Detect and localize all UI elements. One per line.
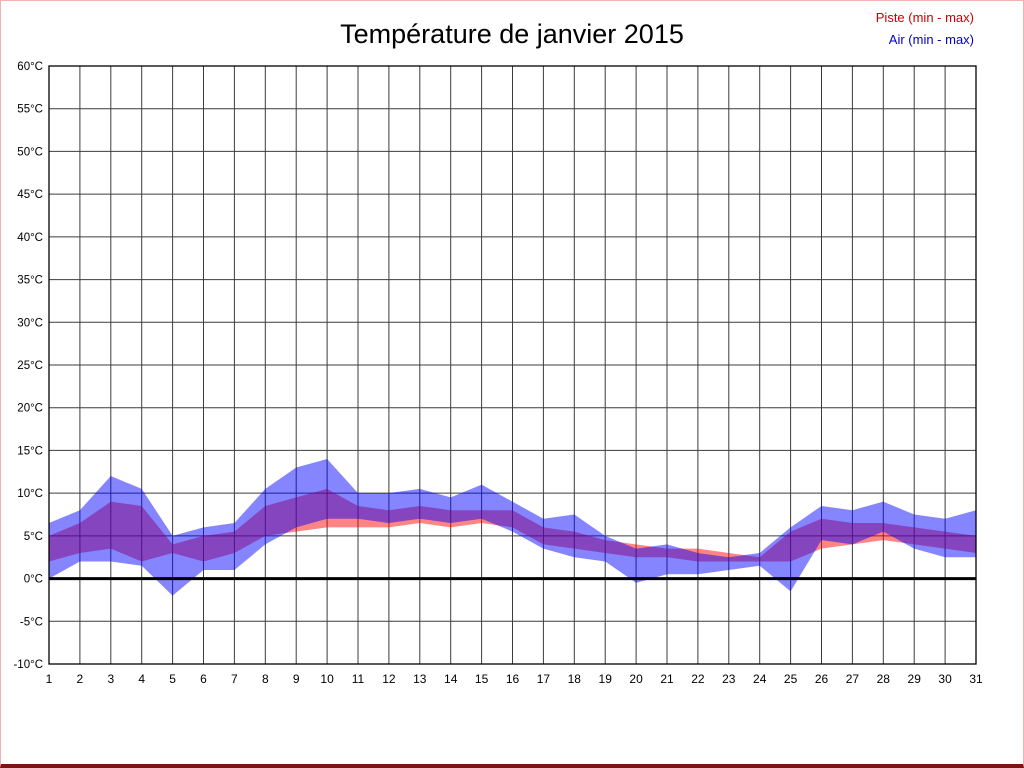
svg-text:11: 11 xyxy=(352,672,365,686)
legend-item-piste: Piste (min - max) xyxy=(875,10,974,25)
svg-text:4: 4 xyxy=(138,672,145,686)
svg-text:7: 7 xyxy=(231,672,238,686)
plot-border xyxy=(48,65,977,665)
svg-text:20: 20 xyxy=(629,672,643,686)
legend-item-air: Air (min - max) xyxy=(888,32,974,47)
svg-text:5: 5 xyxy=(169,672,176,686)
svg-text:19: 19 xyxy=(599,672,613,686)
svg-text:15: 15 xyxy=(475,672,489,686)
svg-text:17: 17 xyxy=(537,672,551,686)
svg-text:18: 18 xyxy=(568,672,582,686)
svg-text:10°C: 10°C xyxy=(17,488,43,500)
svg-text:40°C: 40°C xyxy=(17,232,43,244)
svg-text:21: 21 xyxy=(660,672,674,686)
svg-text:-5°C: -5°C xyxy=(20,616,43,628)
svg-text:8: 8 xyxy=(262,672,269,686)
svg-text:27: 27 xyxy=(846,672,860,686)
svg-text:29: 29 xyxy=(908,672,922,686)
svg-text:13: 13 xyxy=(413,672,427,686)
svg-text:35°C: 35°C xyxy=(17,275,43,287)
svg-text:1: 1 xyxy=(46,672,53,686)
svg-text:24: 24 xyxy=(753,672,767,686)
svg-text:5°C: 5°C xyxy=(24,531,43,543)
svg-text:25°C: 25°C xyxy=(17,360,43,372)
svg-text:3: 3 xyxy=(107,672,114,686)
svg-text:30: 30 xyxy=(938,672,952,686)
chart-legend: Piste (min - max) Air (min - max) xyxy=(876,11,974,55)
svg-text:23: 23 xyxy=(722,672,736,686)
svg-text:28: 28 xyxy=(877,672,891,686)
svg-text:55°C: 55°C xyxy=(17,104,43,116)
svg-text:12: 12 xyxy=(382,672,396,686)
svg-text:9: 9 xyxy=(293,672,300,686)
svg-text:0°C: 0°C xyxy=(24,574,43,586)
svg-text:25: 25 xyxy=(784,672,798,686)
band-series-0 xyxy=(49,488,976,562)
svg-text:6: 6 xyxy=(200,672,207,686)
svg-text:14: 14 xyxy=(444,672,458,686)
svg-text:15°C: 15°C xyxy=(17,445,43,457)
svg-text:-10°C: -10°C xyxy=(13,659,43,671)
y-tick-labels: -10°C -5°C 0°C 5°C 10°C 15°C 20°C 25°C 30°C 35°C 4… xyxy=(13,61,43,671)
svg-text:10: 10 xyxy=(320,672,334,686)
svg-text:2: 2 xyxy=(77,672,84,686)
x-tick-labels: 1 2 3 4 5 6 7 8 9 10 11 12 13 14 15 16 17 18 19 20 21 22 23 24 2… xyxy=(46,672,983,686)
chart-title: Température de janvier 2015 xyxy=(340,19,684,49)
svg-text:31: 31 xyxy=(969,672,983,686)
svg-text:16: 16 xyxy=(506,672,520,686)
band-series-1 xyxy=(49,458,976,596)
svg-text:26: 26 xyxy=(815,672,829,686)
svg-text:22: 22 xyxy=(691,672,705,686)
svg-text:45°C: 45°C xyxy=(17,189,43,201)
svg-text:60°C: 60°C xyxy=(17,61,43,73)
svg-text:30°C: 30°C xyxy=(17,317,43,329)
svg-text:50°C: 50°C xyxy=(17,146,43,158)
svg-text:20°C: 20°C xyxy=(17,403,43,415)
